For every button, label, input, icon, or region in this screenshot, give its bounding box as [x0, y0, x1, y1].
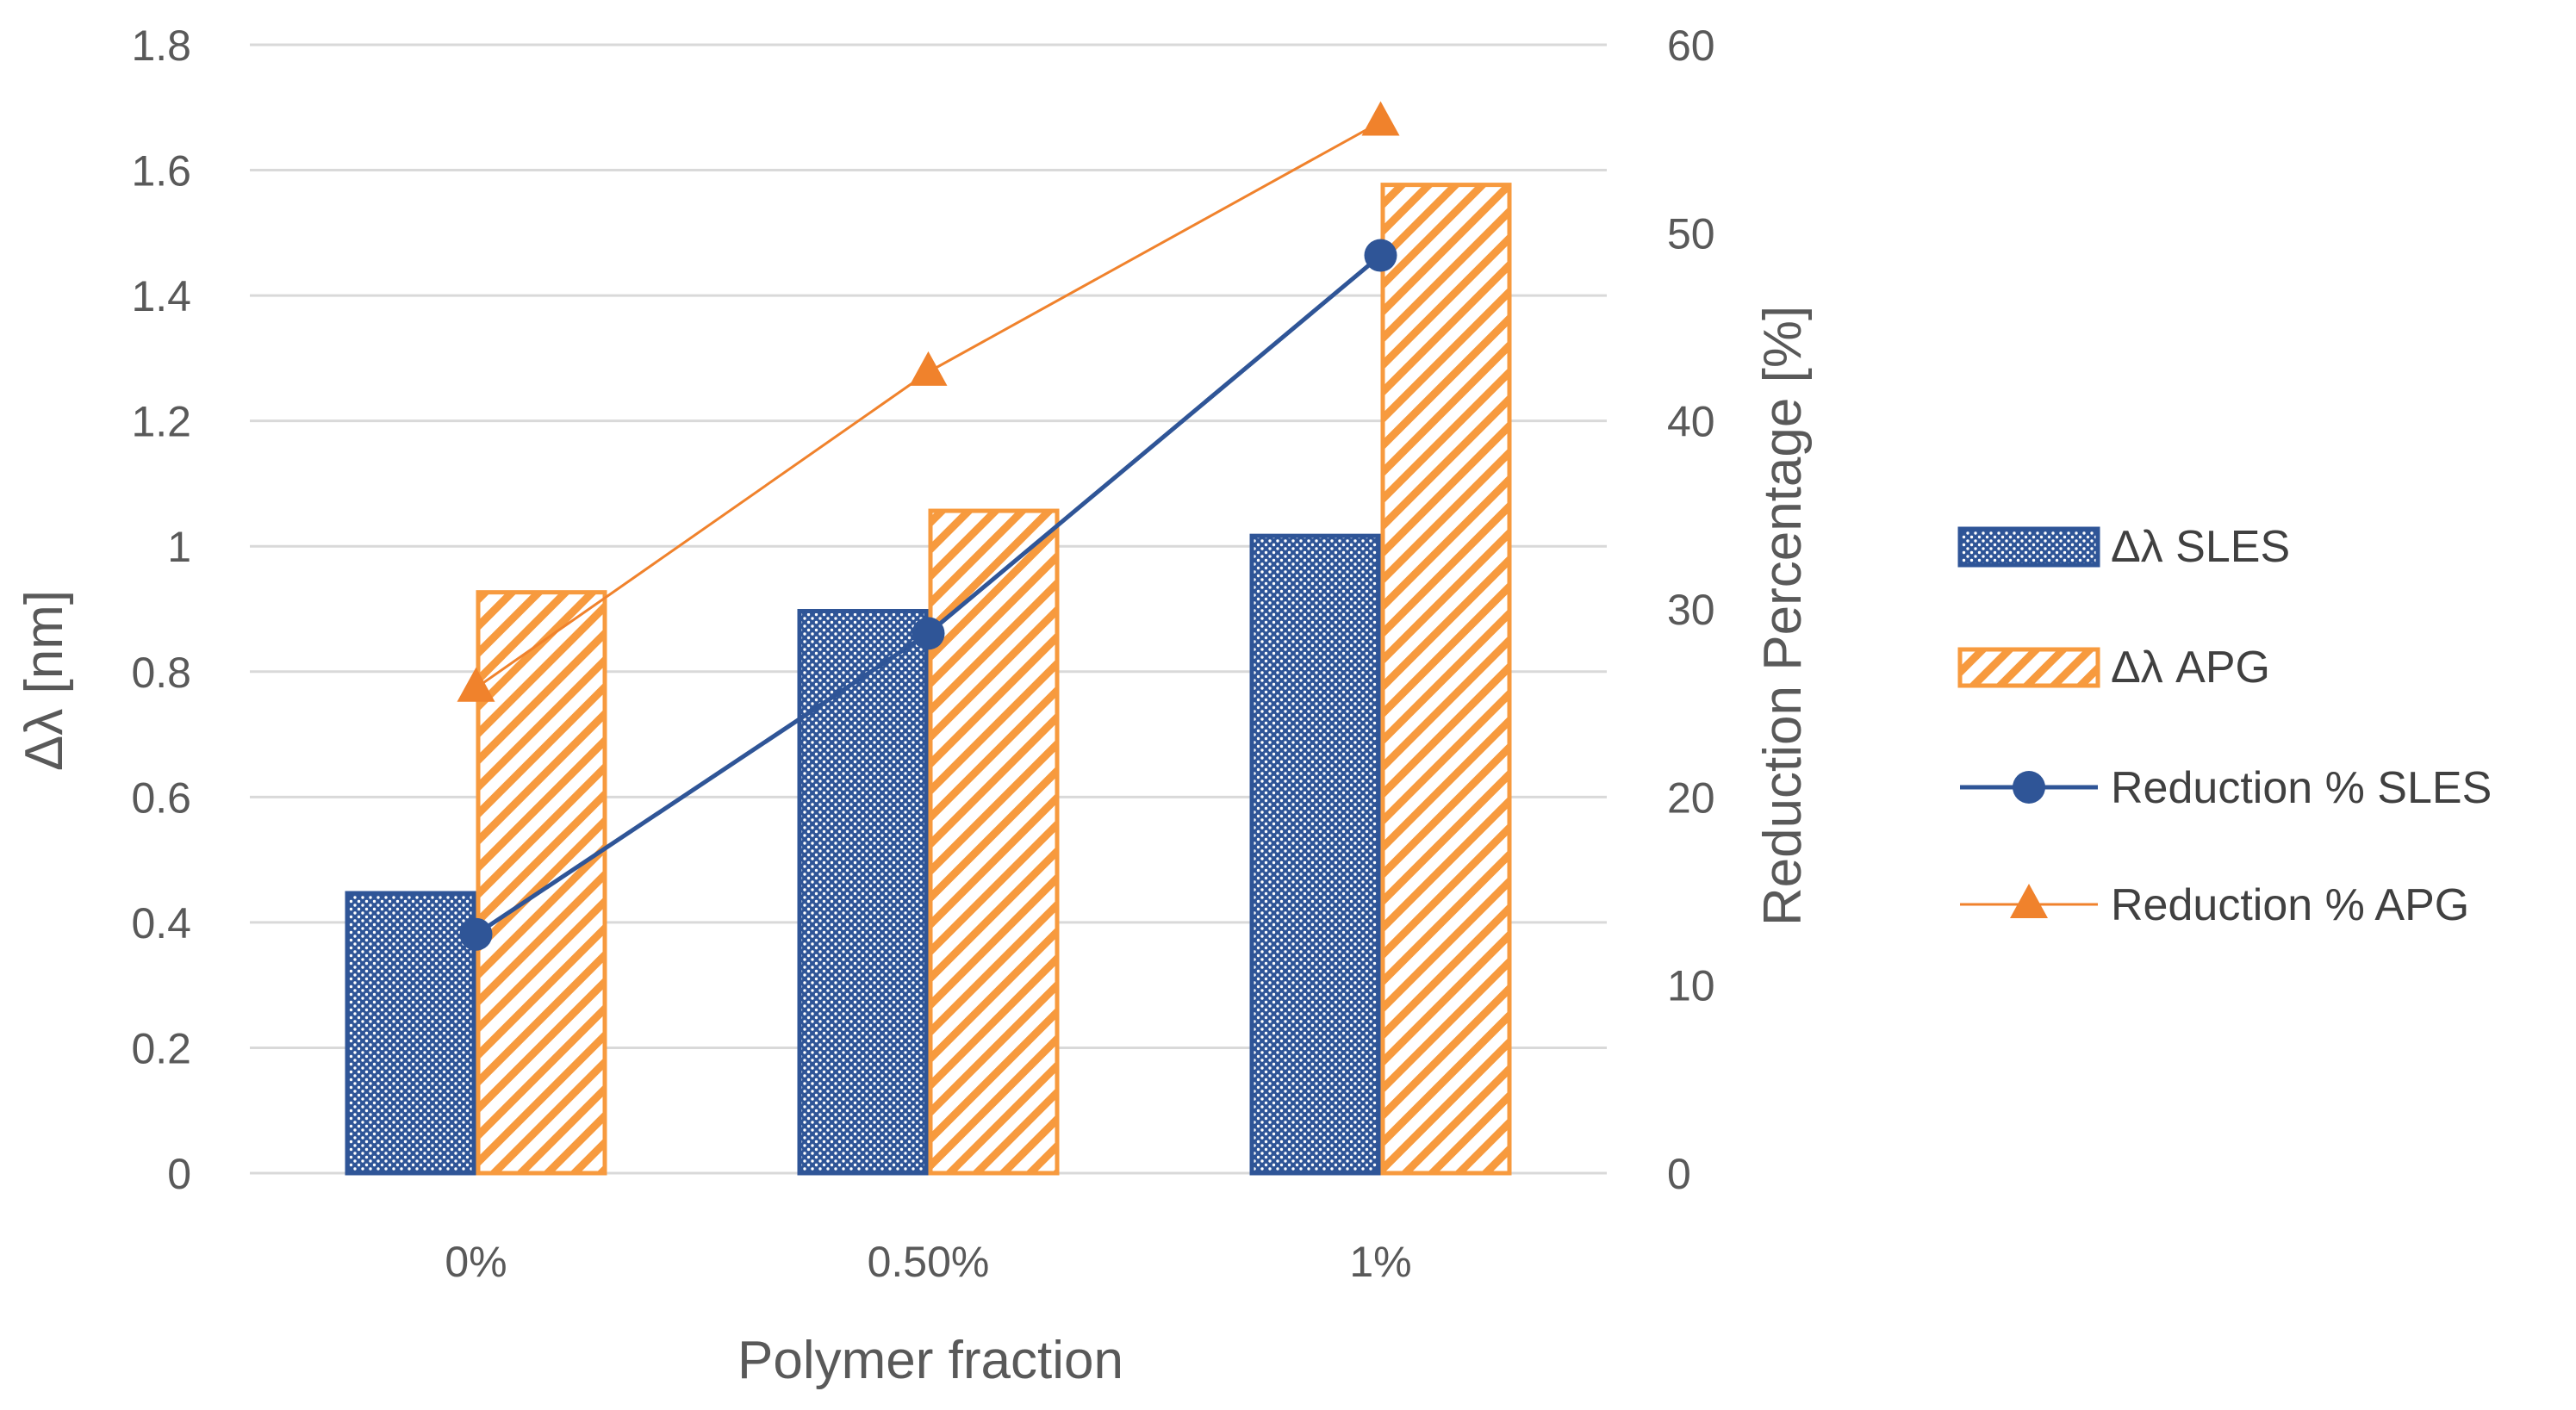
- bar-sles: [797, 609, 929, 1176]
- legend-label: Δλ SLES: [2111, 522, 2290, 572]
- left-axis-title: Δλ [nm]: [15, 590, 74, 771]
- bar-apg: [1380, 183, 1512, 1176]
- legend-item-sles-line: Reduction % SLES: [1960, 763, 2492, 813]
- legend-item-apg-bar: Δλ APG: [1957, 643, 2270, 693]
- right-tick-label: 0: [1667, 1150, 1691, 1198]
- right-tick-label: 20: [1667, 773, 1715, 822]
- marker-reduction-sles: [912, 617, 945, 650]
- x-axis-title: Polymer fraction: [737, 1331, 1123, 1390]
- bar-sles: [345, 891, 476, 1176]
- legend-label: Reduction % APG: [2111, 880, 2469, 930]
- marker-reduction-apg: [457, 667, 495, 702]
- x-tick-label: 0.50%: [868, 1238, 990, 1286]
- legend-item-apg-line: Reduction % APG: [1960, 880, 2469, 930]
- right-axis-title: Reduction Percentage [%]: [1753, 306, 1813, 926]
- marker-reduction-sles: [459, 917, 493, 951]
- left-tick-label: 1.2: [131, 398, 191, 446]
- legend-item-sles-bar: Δλ SLES: [1957, 522, 2290, 572]
- left-tick-label: 1.8: [131, 22, 191, 70]
- left-tick-label: 1.4: [131, 272, 191, 320]
- right-axis-ticks: 0 10 20 30 40 50 60: [1667, 22, 1715, 1198]
- left-axis-ticks: 0 0.2 0.4 0.6 0.8 1 1.2 1.4 1.6 1.8: [131, 22, 191, 1198]
- left-tick-label: 1.6: [131, 147, 191, 196]
- left-tick-label: 0.6: [131, 773, 191, 822]
- x-tick-label: 0%: [445, 1238, 507, 1286]
- right-tick-label: 50: [1667, 209, 1715, 258]
- x-axis-ticks: 0% 0.50% 1%: [445, 1238, 1411, 1286]
- legend-marker: [2013, 771, 2045, 804]
- marker-reduction-apg: [909, 351, 948, 386]
- marker-reduction-sles: [1364, 239, 1397, 272]
- bar-apg: [476, 590, 607, 1176]
- left-tick-label: 0: [167, 1150, 191, 1198]
- legend: Δλ SLES Δλ APG Reduction % SLES Reduction %…: [1957, 522, 2492, 930]
- legend-swatch: [1957, 526, 2100, 568]
- bar-apg: [928, 508, 1060, 1176]
- marker-reduction-apg: [1361, 101, 1400, 136]
- legend-marker: [2010, 884, 2048, 918]
- bar-sles: [1249, 533, 1381, 1176]
- legend-swatch: [1957, 647, 2100, 688]
- legend-label: Δλ APG: [2111, 643, 2270, 693]
- right-tick-label: 60: [1667, 22, 1715, 70]
- left-tick-label: 0.4: [131, 899, 191, 947]
- right-tick-label: 30: [1667, 586, 1715, 634]
- right-tick-label: 10: [1667, 962, 1715, 1010]
- right-tick-label: 40: [1667, 398, 1715, 446]
- bars: [345, 183, 1512, 1176]
- series-markers: [457, 101, 1400, 951]
- x-tick-label: 1%: [1349, 1238, 1411, 1286]
- legend-label: Reduction % SLES: [2111, 763, 2492, 813]
- left-tick-label: 0.2: [131, 1024, 191, 1072]
- left-tick-label: 0.8: [131, 649, 191, 697]
- left-tick-label: 1: [167, 523, 191, 571]
